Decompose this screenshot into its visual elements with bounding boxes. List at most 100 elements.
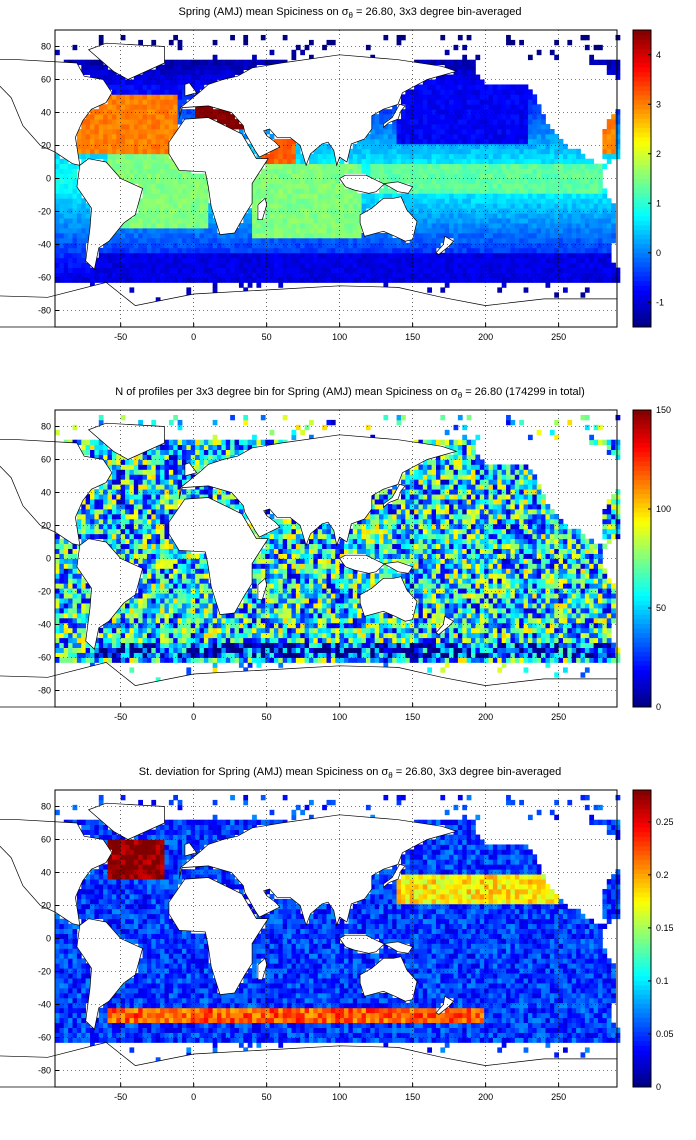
heatmap-cell xyxy=(243,277,249,283)
heatmap-cell xyxy=(76,598,82,604)
heatmap-cell xyxy=(471,94,476,100)
heatmap-cell xyxy=(519,208,524,214)
heatmap-cell xyxy=(155,208,161,214)
heatmap-cell xyxy=(142,642,148,648)
heatmap-cell xyxy=(120,84,126,90)
heatmap-cell xyxy=(125,153,130,160)
heatmap-cell xyxy=(107,459,113,465)
heatmap-cell xyxy=(536,178,542,184)
heatmap-cell xyxy=(173,114,179,120)
heatmap-cell xyxy=(199,267,205,273)
heatmap-cell xyxy=(120,617,126,624)
heatmap-cell xyxy=(291,242,297,249)
heatmap-cell xyxy=(479,218,485,224)
heatmap-cell xyxy=(444,168,450,174)
heatmap-cell xyxy=(322,148,327,155)
heatmap-cell xyxy=(571,203,577,209)
heatmap-cell xyxy=(611,114,616,120)
heatmap-cell xyxy=(335,188,341,194)
heatmap-cell xyxy=(252,277,257,283)
heatmap-cell xyxy=(103,657,108,663)
heatmap-cell xyxy=(107,509,113,515)
heatmap-cell xyxy=(510,188,516,194)
heatmap-cell xyxy=(444,133,450,140)
heatmap-cell xyxy=(273,138,279,145)
heatmap-cell xyxy=(492,228,498,234)
heatmap-cell xyxy=(510,242,516,249)
heatmap-cell xyxy=(576,257,581,264)
heatmap-cell xyxy=(295,242,301,249)
heatmap-cell xyxy=(492,188,498,194)
heatmap-cell xyxy=(501,119,507,125)
heatmap-cell xyxy=(63,543,69,549)
heatmap-cell xyxy=(76,518,82,525)
heatmap-cell xyxy=(125,158,130,165)
heatmap-cell xyxy=(602,188,608,194)
heatmap-cell xyxy=(418,163,424,169)
heatmap-cell xyxy=(155,158,161,165)
heatmap-cell xyxy=(598,213,603,219)
heatmap-cell xyxy=(85,64,91,70)
colorbar-segment xyxy=(633,266,651,272)
heatmap-cell xyxy=(571,163,577,169)
heatmap-cell xyxy=(567,168,573,174)
heatmap-cell xyxy=(418,237,424,244)
heatmap-cell xyxy=(177,232,183,239)
heatmap-cell xyxy=(225,74,231,80)
heatmap-cell xyxy=(252,232,257,239)
heatmap-cell xyxy=(322,188,327,194)
heatmap-cell xyxy=(409,133,415,140)
heatmap-cell xyxy=(361,203,367,209)
heatmap-cell xyxy=(488,213,494,219)
heatmap-cell xyxy=(81,213,87,219)
heatmap-cell xyxy=(133,474,139,480)
heatmap-cell xyxy=(138,617,143,624)
heatmap-cell xyxy=(519,257,524,264)
heatmap-cell xyxy=(295,148,301,155)
heatmap-cell xyxy=(453,223,459,229)
heatmap-cell xyxy=(567,213,573,219)
heatmap-cell xyxy=(81,129,87,135)
heatmap-cell xyxy=(462,228,468,234)
heatmap-cell xyxy=(554,138,560,145)
heatmap-cell xyxy=(501,158,507,165)
heatmap-cell xyxy=(510,153,516,160)
heatmap-cell xyxy=(63,262,69,268)
heatmap-cell xyxy=(155,608,161,614)
heatmap-cell xyxy=(155,69,161,75)
heatmap-cell xyxy=(107,143,113,150)
heatmap-cell xyxy=(160,163,165,169)
heatmap-cell xyxy=(63,598,69,604)
heatmap-cell xyxy=(422,143,428,150)
heatmap-cell xyxy=(111,474,117,480)
heatmap-cell xyxy=(444,114,450,120)
heatmap-cell xyxy=(427,287,433,293)
heatmap-cell xyxy=(374,237,380,244)
heatmap-cell xyxy=(103,642,108,648)
heatmap-cell xyxy=(151,232,157,239)
heatmap-cell xyxy=(519,109,524,115)
heatmap-cell xyxy=(488,203,494,209)
heatmap-cell xyxy=(90,74,95,80)
heatmap-cell xyxy=(129,124,135,130)
heatmap-cell xyxy=(576,173,581,179)
heatmap-cell xyxy=(295,173,301,179)
heatmap-cell xyxy=(177,223,183,229)
heatmap-cell xyxy=(365,247,371,254)
heatmap-cell xyxy=(269,232,275,239)
heatmap-cell xyxy=(142,474,148,480)
heatmap-cell xyxy=(466,183,472,189)
heatmap-cell xyxy=(418,213,424,219)
heatmap-cell xyxy=(453,183,459,189)
heatmap-cell xyxy=(466,99,472,105)
heatmap-cell xyxy=(435,277,441,283)
heatmap-cell xyxy=(177,104,183,110)
heatmap-cell xyxy=(273,203,279,209)
heatmap-cell xyxy=(422,129,428,135)
heatmap-cell xyxy=(203,257,209,264)
heatmap-cell xyxy=(129,262,135,268)
heatmap-cell xyxy=(247,213,253,219)
heatmap-cell xyxy=(523,267,529,273)
heatmap-cell xyxy=(256,247,262,254)
heatmap-cell xyxy=(195,208,200,214)
